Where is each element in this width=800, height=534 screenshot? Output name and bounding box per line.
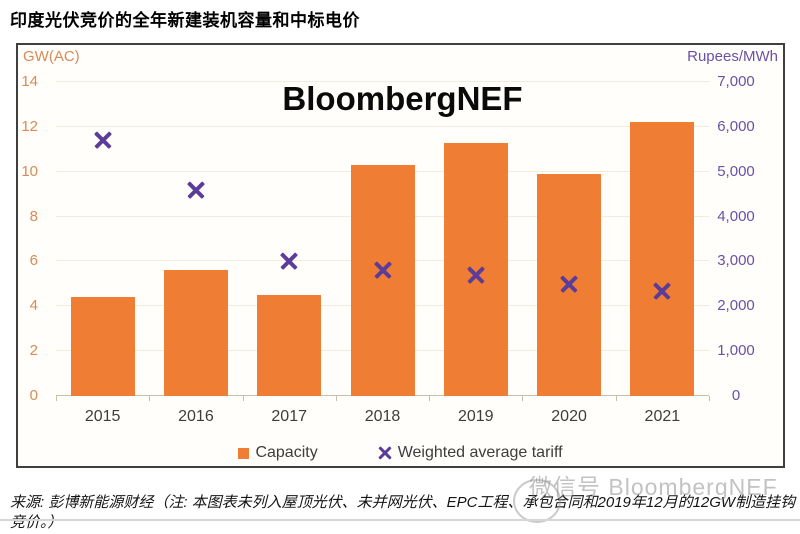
tariff-marker-2019 — [467, 266, 485, 284]
wechat-watermark: 微信号 BloombergNEF — [529, 474, 778, 500]
x-axis-label-2019: 2019 — [457, 408, 494, 425]
left-axis-tick: 0 — [29, 387, 38, 404]
plot-area: BloombergNEF — [56, 80, 710, 401]
left-axis-tick: 10 — [21, 162, 38, 180]
right-axis-tick: 4,000 — [717, 207, 755, 225]
chart-legend: Capacity Weighted average tariff — [18, 444, 783, 462]
tariff-marker-2017 — [280, 252, 298, 271]
left-axis-tick: 6 — [29, 252, 38, 270]
x-axis-tick — [335, 396, 337, 401]
legend-weighted-average-tariff: Weighted average tariff — [377, 444, 563, 462]
page-title: 印度光伏竞价的全年新建装机容量和中标电价 — [10, 11, 360, 30]
tariff-marker-2021 — [653, 281, 672, 300]
x-axis-tick — [242, 396, 244, 401]
brand-watermark: BloombergNEF — [282, 80, 523, 117]
watermark-circle-icon — [513, 479, 561, 523]
capacity-bar-2018 — [350, 164, 415, 396]
legend-label: Weighted average tariff — [397, 444, 563, 461]
legend-x-icon — [377, 446, 392, 460]
capacity-bar-2021 — [630, 122, 695, 396]
right-axis-tick: 1,000 — [717, 342, 755, 360]
gridline — [56, 125, 709, 127]
x-axis-label-2021: 2021 — [644, 408, 681, 425]
right-axis-tick: 7,000 — [717, 73, 755, 90]
legend-label: Capacity — [255, 444, 318, 461]
x-axis-label-2020: 2020 — [551, 408, 587, 425]
x-axis-tick — [429, 396, 431, 401]
tariff-marker-2018 — [373, 261, 392, 280]
right-axis-tick: 5,000 — [717, 162, 755, 180]
right-axis-tick: 6,000 — [717, 117, 755, 135]
left-axis-tick: 8 — [29, 207, 38, 225]
x-axis-tick — [149, 396, 151, 401]
capacity-bar-2019 — [443, 142, 508, 396]
x-axis-tick — [709, 396, 710, 401]
chart-panel: GW(AC) Rupees/MWh BloombergNEF Capacity W… — [16, 43, 785, 468]
x-axis-tick — [522, 396, 524, 401]
x-axis-label-2016: 2016 — [178, 408, 214, 425]
tariff-marker-2016 — [187, 180, 205, 199]
right-axis-title: Rupees/MWh — [687, 48, 778, 65]
capacity-bar-2017 — [257, 295, 322, 396]
legend-square-icon — [238, 447, 250, 459]
x-axis-tick — [56, 396, 57, 401]
capacity-bar-2015 — [70, 297, 135, 396]
left-axis-tick: 14 — [21, 73, 38, 90]
right-axis-tick: 2,000 — [717, 297, 755, 315]
left-axis-title: GW(AC) — [23, 48, 80, 65]
legend-capacity: Capacity — [238, 444, 318, 462]
tariff-marker-2015 — [93, 131, 112, 150]
x-axis-label-2015: 2015 — [84, 408, 121, 425]
left-axis-tick: 4 — [29, 297, 38, 315]
left-axis-tick: 12 — [21, 117, 38, 135]
left-axis-tick: 2 — [29, 342, 38, 360]
bottom-divider — [0, 519, 800, 521]
right-axis-tick: 3,000 — [717, 252, 755, 270]
capacity-bar-2016 — [163, 270, 228, 396]
tariff-marker-2020 — [560, 275, 578, 293]
x-axis-tick — [615, 396, 617, 401]
gridline — [56, 81, 709, 82]
x-axis-label-2017: 2017 — [271, 408, 307, 425]
x-axis-label-2018: 2018 — [364, 408, 401, 425]
right-axis-tick: 0 — [731, 387, 741, 404]
